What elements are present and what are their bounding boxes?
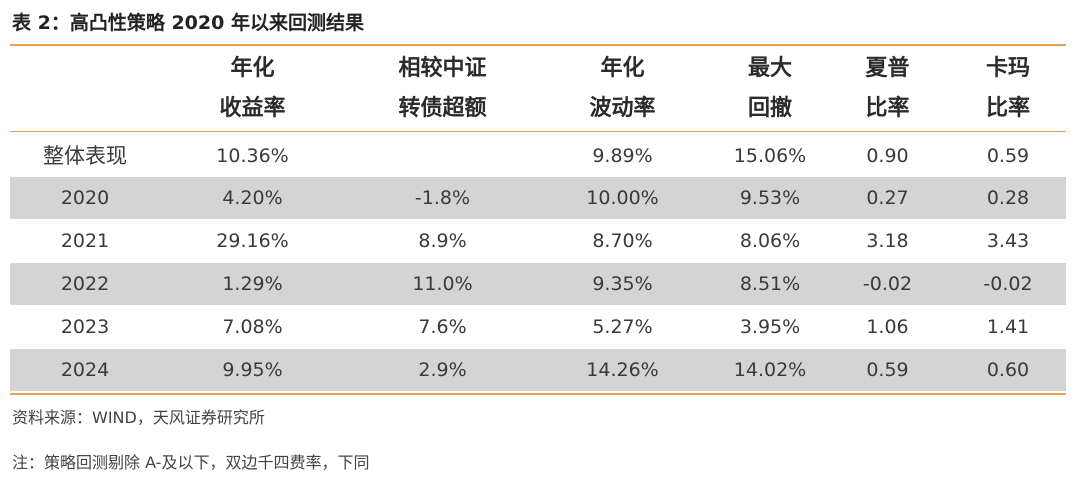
cell-sharpe: 0.27 <box>866 187 909 209</box>
header-max-drawdown: 最大 回撤 <box>747 56 792 121</box>
cell-sharpe: 3.18 <box>866 230 909 252</box>
table-row-2022: 2022 1.29% 11.0% 9.35% 8.51% -0.02 -0.02 <box>10 263 1066 305</box>
row-label: 2022 <box>60 273 110 295</box>
cell-excess: -1.8% <box>414 187 471 209</box>
cell-drawdown: 8.51% <box>739 273 801 295</box>
cell-calmar: 1.41 <box>986 316 1030 338</box>
header-rule <box>10 131 1066 132</box>
cell-annual-return: 10.36% <box>216 145 289 167</box>
source-note: 资料来源：WIND，天风证券研究所 <box>12 408 265 427</box>
cell-calmar: 0.59 <box>986 145 1030 167</box>
cell-annual-return: 9.95% <box>222 359 283 381</box>
cell-volatility: 8.70% <box>592 230 653 252</box>
top-rule <box>10 44 1066 46</box>
header-annual-volatility: 年化 波动率 <box>589 56 656 121</box>
cell-excess <box>355 135 530 177</box>
table-row-2023: 2023 7.08% 7.6% 5.27% 3.95% 1.06 1.41 <box>10 306 1066 348</box>
cell-calmar: 0.60 <box>986 359 1030 381</box>
cell-excess: 7.6% <box>418 316 467 338</box>
header-sharpe-ratio: 夏普 比率 <box>865 56 910 121</box>
header-cell-blank <box>10 48 150 130</box>
cell-excess: 2.9% <box>418 359 467 381</box>
cell-volatility: 14.26% <box>586 359 659 381</box>
row-label: 2024 <box>60 359 110 381</box>
row-label: 整体表现 <box>43 144 127 168</box>
cell-sharpe: -0.02 <box>862 273 913 295</box>
cell-excess: 8.9% <box>418 230 467 252</box>
cell-drawdown: 3.95% <box>739 316 801 338</box>
header-calmar-ratio: 卡玛 比率 <box>985 56 1030 121</box>
row-label: 2021 <box>60 230 110 252</box>
cell-annual-return: 4.20% <box>222 187 283 209</box>
table-row-overall: 整体表现 10.36% 9.89% 15.06% 0.90 0.59 <box>10 135 1066 177</box>
header-excess-vs-index: 相较中证 转债超额 <box>398 56 487 121</box>
cell-annual-return: 1.29% <box>222 273 283 295</box>
cell-calmar: 0.28 <box>986 187 1030 209</box>
cell-drawdown: 15.06% <box>733 145 807 167</box>
cell-volatility: 9.89% <box>592 145 653 167</box>
cell-drawdown: 9.53% <box>739 187 801 209</box>
cell-calmar: -0.02 <box>983 273 1033 295</box>
cell-annual-return: 29.16% <box>216 230 289 252</box>
table-row-2021: 2021 29.16% 8.9% 8.70% 8.06% 3.18 3.43 <box>10 220 1066 262</box>
table-row-2020: 2020 4.20% -1.8% 10.00% 9.53% 0.27 0.28 <box>10 177 1066 219</box>
row-label: 2023 <box>60 316 110 338</box>
table-title: 表 2：高凸性策略 2020 年以来回测结果 <box>12 12 364 34</box>
row-label: 2020 <box>60 187 110 209</box>
cell-excess: 11.0% <box>412 273 473 295</box>
cell-drawdown: 8.06% <box>739 230 801 252</box>
footnote: 注：策略回测剔除 A-及以下，双边千四费率，下同 <box>12 453 370 472</box>
cell-sharpe: 0.90 <box>866 145 909 167</box>
cell-volatility: 10.00% <box>586 187 659 209</box>
cell-annual-return: 7.08% <box>222 316 283 338</box>
bottom-rule <box>10 393 1066 395</box>
cell-volatility: 9.35% <box>592 273 653 295</box>
cell-calmar: 3.43 <box>986 230 1030 252</box>
cell-sharpe: 0.59 <box>866 359 909 381</box>
table-row-2024: 2024 9.95% 2.9% 14.26% 14.02% 0.59 0.60 <box>10 349 1066 391</box>
header-annual-return: 年化 收益率 <box>219 56 286 121</box>
cell-drawdown: 14.02% <box>733 359 807 381</box>
cell-sharpe: 1.06 <box>866 316 909 338</box>
cell-volatility: 5.27% <box>592 316 653 338</box>
